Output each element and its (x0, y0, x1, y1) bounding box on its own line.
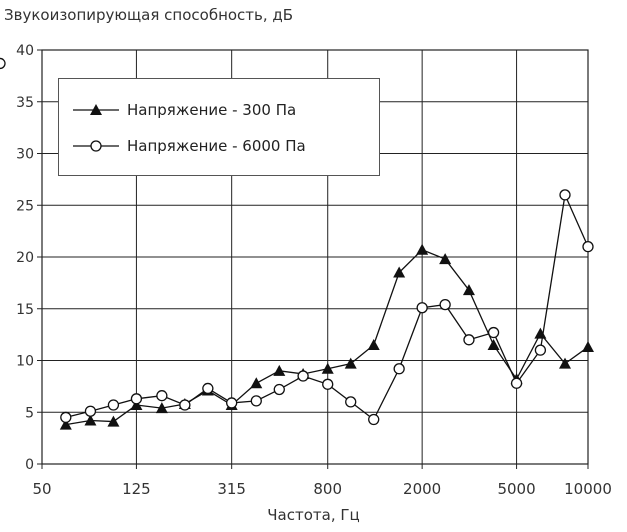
y-tick-label: 10 (16, 354, 34, 370)
data-point-6000 (393, 363, 405, 375)
legend: Напряжение - 300 Па Напряжение - 6000 Па (58, 78, 380, 176)
x-tick-label: 5000 (497, 480, 535, 498)
legend-circle-marker-icon (73, 140, 119, 152)
y-tick-label: 15 (16, 302, 34, 318)
data-point-6000 (559, 189, 571, 201)
legend-label-6000: Напряжение - 6000 Па (127, 137, 306, 155)
data-point-6000 (439, 298, 451, 311)
data-point-6000 (297, 370, 309, 382)
data-point-6000 (510, 377, 523, 389)
y-tick-label: 5 (25, 405, 34, 421)
data-point-6000 (226, 397, 238, 409)
data-point-6000 (60, 411, 72, 424)
data-point-6000 (84, 405, 97, 417)
data-point-6000 (273, 383, 285, 396)
data-point-6000 (345, 396, 357, 408)
data-point-6000 (156, 390, 168, 402)
legend-triangle-marker-icon (73, 104, 119, 115)
data-point-300 (84, 414, 97, 426)
data-point-300 (416, 243, 429, 255)
legend-label-300: Напряжение - 300 Па (127, 101, 297, 119)
y-tick-label: 30 (16, 147, 34, 163)
data-point-6000 (202, 382, 214, 395)
x-tick-label: 10000 (564, 480, 612, 498)
data-point-6000 (322, 378, 334, 390)
y-tick-label: 25 (16, 198, 34, 214)
y-tick-label: 0 (25, 457, 34, 473)
x-tick-label: 315 (217, 480, 246, 498)
data-point-6000 (179, 399, 191, 411)
x-tick-label: 50 (32, 480, 51, 498)
y-tick-label: 40 (16, 43, 34, 59)
y-axis-label: Звукоизопирующая способность, дБ (4, 6, 294, 24)
x-tick-label: 2000 (403, 480, 441, 498)
data-point-300 (393, 266, 406, 278)
y-tick-label: 35 (16, 95, 34, 111)
data-point-6000 (463, 334, 475, 346)
data-point-300 (107, 415, 120, 427)
data-point-300 (367, 338, 380, 350)
data-point-6000 (0, 57, 6, 70)
data-point-300 (487, 338, 500, 350)
data-point-300 (59, 418, 72, 430)
data-point-6000 (487, 326, 500, 339)
x-axis-label: Частота, Гц (267, 506, 360, 524)
data-point-300 (321, 362, 334, 374)
data-point-300 (344, 357, 357, 369)
data-point-300 (582, 341, 594, 353)
data-point-300 (534, 327, 547, 339)
data-point-6000 (250, 395, 262, 407)
data-point-6000 (534, 344, 547, 356)
data-point-6000 (130, 393, 143, 405)
data-point-6000 (107, 399, 120, 411)
legend-item-6000: Напряжение - 6000 Па (73, 135, 306, 157)
data-point-6000 (416, 302, 428, 314)
data-point-6000 (368, 413, 380, 426)
data-point-300 (130, 399, 143, 411)
y-tick-label: 20 (16, 250, 34, 266)
legend-item-300: Напряжение - 300 Па (73, 99, 296, 121)
data-point-300 (155, 402, 168, 414)
data-point-300 (462, 284, 475, 296)
data-point-300 (250, 377, 263, 389)
x-tick-label: 125 (122, 480, 151, 498)
data-point-300 (439, 253, 452, 265)
data-point-6000 (582, 240, 594, 253)
data-point-300 (559, 357, 572, 369)
x-tick-label: 800 (313, 480, 342, 498)
data-point-300 (273, 364, 286, 376)
